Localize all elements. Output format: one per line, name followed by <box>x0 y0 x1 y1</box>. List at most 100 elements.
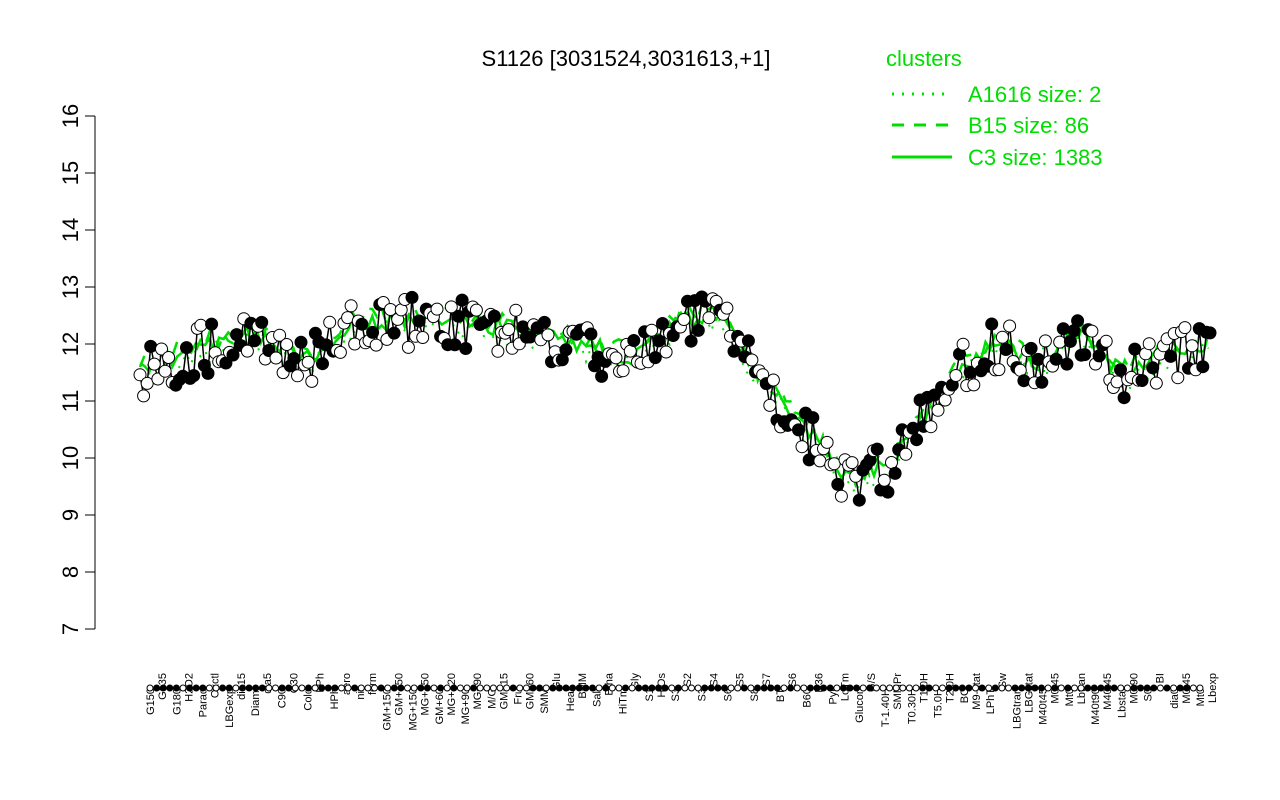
sample-marker <box>991 684 999 692</box>
sample-marker <box>905 684 913 692</box>
data-point <box>452 309 465 323</box>
data-point <box>992 363 1006 377</box>
sample-marker <box>1176 684 1184 692</box>
data-point <box>355 317 369 331</box>
data-point <box>369 338 383 352</box>
x-tick-label: Cold <box>303 688 315 711</box>
sample-marker <box>536 684 544 692</box>
data-point <box>194 318 208 332</box>
sample-marker <box>635 684 643 692</box>
sample-marker <box>1024 684 1032 692</box>
sample-marker <box>305 684 312 692</box>
sample-marker <box>1051 684 1059 692</box>
x-tick-label: T-1.40H <box>880 688 892 727</box>
data-point <box>792 423 805 437</box>
y-axis: 7 8 9 10 11 12 13 14 15 16 <box>58 104 96 635</box>
data-point <box>1171 371 1185 385</box>
data-point <box>459 342 473 355</box>
data-point <box>691 323 705 337</box>
data-point <box>766 373 780 387</box>
sample-marker <box>806 684 814 692</box>
y-tick-label: 8 <box>58 566 83 578</box>
data-point <box>412 314 426 328</box>
data-point <box>1049 352 1063 366</box>
sample-marker <box>826 684 834 692</box>
sample-marker <box>820 684 828 692</box>
sample-marker <box>1150 684 1158 692</box>
sample-marker <box>285 684 293 692</box>
data-point <box>341 311 355 325</box>
sample-marker <box>939 684 946 692</box>
sample-marker <box>899 684 907 692</box>
data-point <box>584 327 598 341</box>
data-point <box>645 323 659 337</box>
y-tick-label: 16 <box>58 104 83 128</box>
sample-marker <box>166 684 174 692</box>
sample-marker <box>153 684 161 692</box>
data-point <box>1146 361 1160 375</box>
data-point <box>1099 334 1113 348</box>
sample-marker <box>721 684 728 692</box>
data-point <box>1178 321 1192 335</box>
sample-marker <box>489 684 497 692</box>
data-point <box>255 315 269 329</box>
sample-marker <box>602 684 610 692</box>
data-point <box>187 369 201 383</box>
sample-marker <box>252 684 260 692</box>
data-point <box>158 364 172 378</box>
data-point <box>845 456 859 470</box>
x-tick-label: Lbstat <box>1116 688 1128 718</box>
y-tick-label: 15 <box>58 161 83 185</box>
data-point <box>201 366 215 380</box>
data-point <box>877 473 891 487</box>
x-tick-label: T0.30H <box>906 688 918 724</box>
data-point <box>595 369 609 383</box>
y-tick-label: 14 <box>58 218 83 242</box>
legend-title: clusters <box>886 46 962 71</box>
data-point <box>248 334 261 348</box>
data-point <box>1003 319 1017 333</box>
data-point <box>147 357 161 371</box>
x-tick-label: M40t90 <box>1090 688 1102 725</box>
x-tick-label: Salt <box>591 688 603 707</box>
data-point <box>888 466 902 480</box>
data-point <box>956 337 970 351</box>
sample-marker <box>859 684 867 692</box>
sample-marker <box>272 684 279 692</box>
sample-marker <box>496 684 504 692</box>
series-b15 <box>138 299 1209 479</box>
sample-marker <box>291 684 299 692</box>
data-point <box>741 334 755 348</box>
data-point <box>652 334 666 348</box>
data-point <box>795 440 809 454</box>
sample-marker <box>364 684 372 692</box>
x-tick-label: ferm <box>367 673 379 695</box>
data-point <box>1053 335 1067 349</box>
sample-marker <box>622 684 629 692</box>
data-point <box>1035 375 1049 389</box>
x-tick-label: S0 <box>1143 688 1155 701</box>
sample-marker <box>1057 684 1065 692</box>
sample-marker <box>1110 684 1118 692</box>
data-point <box>287 352 301 365</box>
data-point <box>1164 349 1178 363</box>
data-point <box>180 341 193 355</box>
sample-marker <box>608 684 616 692</box>
sample-marker <box>1170 684 1178 692</box>
sample-marker <box>1031 684 1039 692</box>
sample-marker <box>1011 684 1019 692</box>
data-point <box>144 339 158 353</box>
sample-marker <box>1130 684 1138 692</box>
sample-marker <box>390 684 398 692</box>
sample-marker <box>886 684 894 692</box>
sample-marker <box>470 684 478 692</box>
data-point <box>995 330 1009 344</box>
x-tick-label: Glucon <box>854 688 866 723</box>
sample-marker <box>311 684 319 692</box>
data-point <box>609 351 623 365</box>
sample-marker <box>212 684 220 692</box>
sample-marker <box>430 684 438 692</box>
x-tick-label: S6 <box>787 673 799 686</box>
sample-marker <box>1097 684 1105 692</box>
data-point <box>852 493 866 507</box>
